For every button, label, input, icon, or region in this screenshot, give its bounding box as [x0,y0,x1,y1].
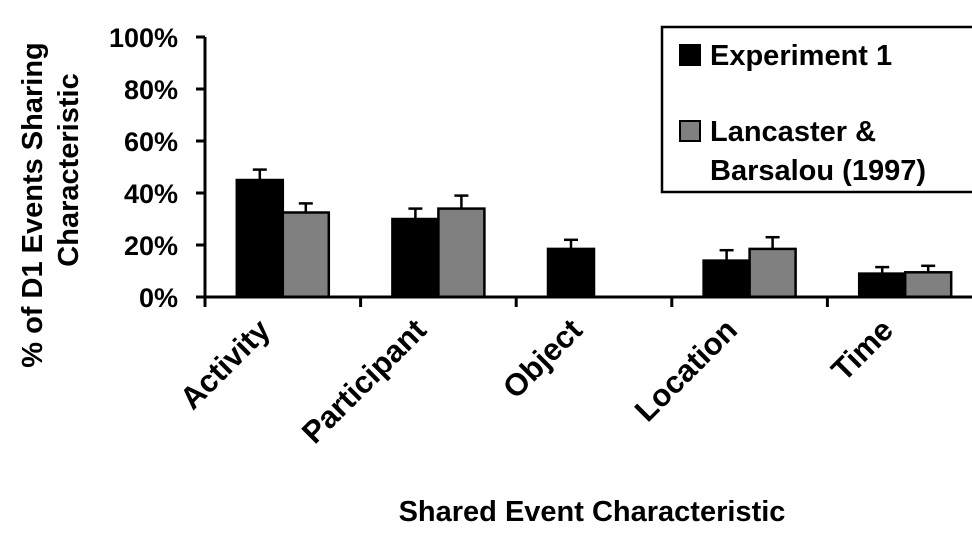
legend-box [660,25,972,194]
y-tick-label-3: 60% [124,127,178,157]
legend-swatch-lancaster-barsalou [679,120,701,142]
bar-series-1-time [857,272,907,299]
y-tick-label-4: 80% [124,75,178,105]
bar-series-2-time [903,271,953,299]
y-tick-label-2: 40% [124,179,178,209]
x-category-label-time: Time [824,312,900,388]
bar-series-1-participant [391,217,440,299]
bar-series-2-location [748,247,797,299]
legend-swatch-experiment-1 [679,44,701,66]
plot-area [196,35,972,307]
x-category-label-object: Object [496,312,589,405]
x-category-label-location: Location [628,312,744,428]
bar-series-1-activity [235,178,285,299]
y-tick-label-0: 0% [139,283,178,313]
y-tick-label-1: 20% [124,231,178,261]
bar-series-2-participant [437,207,486,299]
legend-label-lancaster-barsalou-line-1: Lancaster & [710,116,876,148]
bar-series-2-activity [281,211,331,299]
x-axis-title: Shared Event Characteristic [399,496,786,528]
legend-label-lancaster-barsalou-line-2: Barsalou (1997) [710,155,926,187]
x-category-label-activity: Activity [173,312,277,416]
bar-series-1-location [702,259,751,299]
legend-label-experiment-1: Experiment 1 [710,40,892,72]
legend: Experiment 1 Lancaster & Barsalou (1997) [660,25,972,194]
y-tick-label-5: 100% [109,23,178,53]
y-axis-title-line-2: Characteristic [53,73,85,266]
bar-series-1-object [546,247,596,299]
y-axis-title-line-1: % of D1 Events Sharing [17,42,49,368]
x-category-label-participant: Participant [295,312,433,450]
